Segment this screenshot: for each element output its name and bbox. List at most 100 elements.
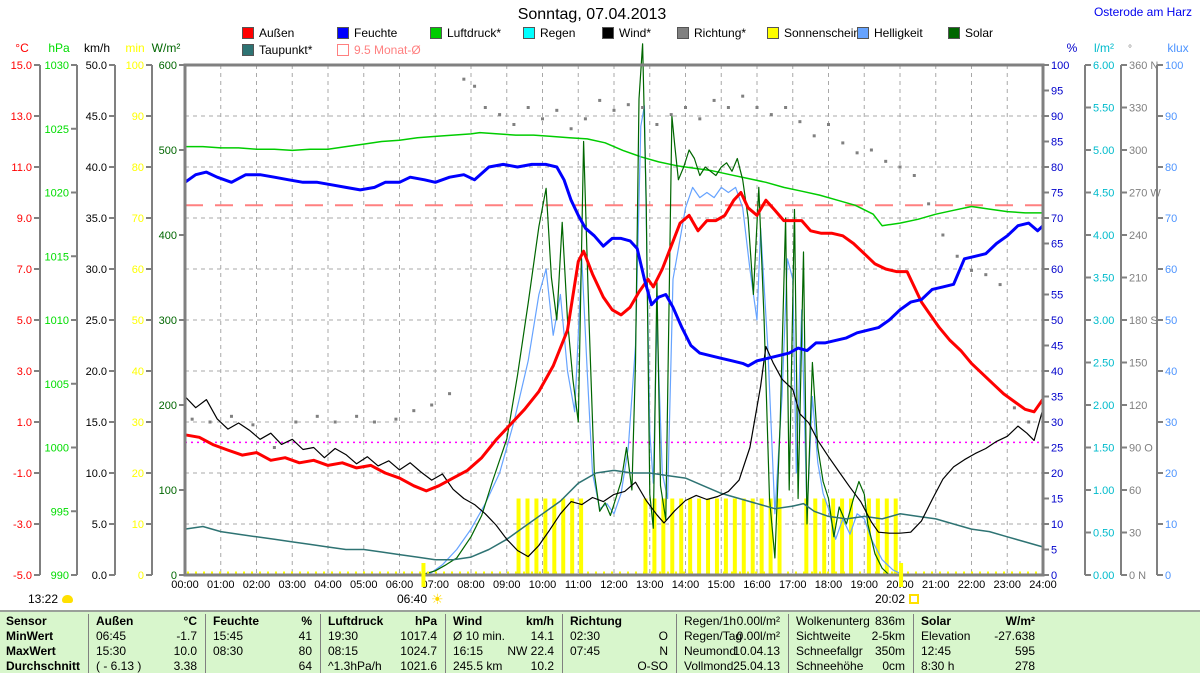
series-sonnenschein-bar [822,498,827,575]
axis-label-hpa: 1015 [45,251,69,263]
table-column-separator [562,614,563,673]
axis-label-hpa: 1030 [45,60,69,72]
axis-label-klux: 70 [1165,213,1177,225]
axis-label-hpa: 1020 [45,188,69,200]
table-cell-row: 08:15 1024.7 [320,644,445,659]
table-column-separator [913,614,914,673]
series-richtung-dot [448,392,452,396]
series-richtung-dot [884,159,888,163]
table-cell-value: 1021.6 [400,659,437,673]
legend-swatch-sonnenschein [767,27,779,39]
table-cell-row: Wolkenunterg 836m [788,614,913,629]
legend-item-au-en[interactable]: Außen [242,26,294,40]
table-cell-row: Regen/1h 0.00l/m² [676,614,788,629]
table-cell-row: Elevation -27.638 [913,629,1043,644]
series-richtung-dot [912,174,916,177]
series-richtung-dot [841,141,845,145]
x-axis-label: 22:00 [958,579,986,591]
table-cell-value: 836m [874,614,905,628]
x-axis-label: 00:00 [171,579,199,591]
series-solar-line [185,43,1043,576]
axis-label-hpa: 995 [51,506,69,518]
series-richtung-dot [741,94,745,98]
table-cell-text: Elevation [921,629,971,643]
axis-label-temp: -5.0 [13,570,32,582]
x-axis-label: 08:00 [457,579,485,591]
axis-label-min: 40 [132,366,144,378]
series-sonnenschein-bar [679,498,684,575]
axis-label-min: 70 [132,213,144,225]
legend-label: Luftdruck* [447,26,502,40]
axis-label-wm2: 500 [159,145,177,157]
x-axis-label: 17:00 [779,579,807,591]
series-richtung-dot [583,117,587,121]
sunset-label: 20:02 [875,592,920,606]
table-column-separator [676,614,677,673]
legend-item-9-5-monat[interactable]: 9.5 Monat-Ø [337,43,421,57]
axis-label-deg: 330 [1129,103,1147,115]
legend-item-helligkeit[interactable]: Helligkeit [857,26,923,40]
series-richtung-dot [1012,406,1016,410]
table-cell-value: 10.0 [173,644,197,658]
axis-label-pct: 70 [1051,213,1063,225]
series-richtung-dot [626,103,630,107]
table-cell-value: °C [183,614,197,628]
axis-label-temp: 9.0 [17,213,32,225]
axis-label-pct: 20 [1051,468,1063,480]
series-richtung-dot [898,165,902,169]
table-cell-row: Luftdruck hPa [320,614,445,629]
table-cell-text: 19:30 [328,629,359,643]
table-cell-row: Schneefallgr 350m [788,644,913,659]
axis-label-deg: 240 [1129,230,1147,242]
legend-item-richtung[interactable]: Richtung* [677,26,746,40]
series-sonnenschein-bar [849,498,854,575]
axis-label-klux: 50 [1165,315,1177,327]
axis-label-pct: 60 [1051,264,1063,276]
axis-label-deg: 150 [1129,358,1147,370]
series-sonnenschein-bar [732,498,737,575]
table-cell-text: Solar [921,614,952,628]
x-axis-label: 21:00 [922,579,950,591]
legend-item-sonnenschein[interactable]: Sonnenschein [767,26,860,40]
x-axis-label: 24:00 [1029,579,1057,591]
table-cell-value: -1.7 [176,629,197,643]
legend-item-feuchte[interactable]: Feuchte [337,26,397,40]
current-time-value: 13:22 [28,592,59,606]
legend-item-taupunkt[interactable]: Taupunkt* [242,43,312,57]
table-cell-text: ^1.3hPa/h [328,659,382,673]
axis-label-kmh: 30.0 [86,264,107,276]
table-cell-value: 350m [874,644,905,658]
axis-label-lm2: 3.00 [1093,315,1114,327]
legend-item-luftdruck[interactable]: Luftdruck* [430,26,501,40]
table-cell-value: -27.638 [994,629,1035,643]
table-cell-row: 02:30 O [562,629,676,644]
table-cell-value: N [659,644,668,658]
axis-label-lm2: 3.50 [1093,273,1114,285]
table-cell-row: 19:30 1017.4 [320,629,445,644]
axis-label-kmh: 5.0 [92,519,107,531]
series-sonnenschein-bar [884,498,889,575]
legend-item-regen[interactable]: Regen [523,26,575,40]
table-cell-text: Ø 10 min. [453,629,506,643]
table-cell-value: 278 [1014,659,1035,673]
series-richtung-dot [569,127,573,131]
table-cell-value: 10.04.13 [733,644,780,658]
series-taupunkt-line [184,469,1044,561]
series-sonnenschein-bar [831,498,836,575]
axis-label-pct: 10 [1051,519,1063,531]
series-sonnenschein-bar [516,498,521,575]
table-cell-text: Wind [453,614,483,628]
legend-item-solar[interactable]: Solar [948,26,993,40]
series-sonnenschein-bar [652,498,657,575]
table-cell-value: 0.00l/m² [736,614,780,628]
table-column-solar: Solar W/m² Elevation -27.638 12:45 595 8:30 h 2… [913,612,1043,673]
series-sonnenschein-bar [804,498,809,575]
legend-item-wind[interactable]: Wind* [602,26,651,40]
axis-label-kmh: 15.0 [86,417,107,429]
x-axis-label: 12:00 [600,579,628,591]
axis-unit-lm2: l/m² [1094,41,1114,55]
series-richtung-dot [655,123,659,126]
legend-label: Feuchte [354,26,398,40]
summary-table: Sensor MinWert MaxWert Durchschnitt Außen °C 0… [0,610,1200,673]
table-cell-value: 10.2 [530,659,554,673]
